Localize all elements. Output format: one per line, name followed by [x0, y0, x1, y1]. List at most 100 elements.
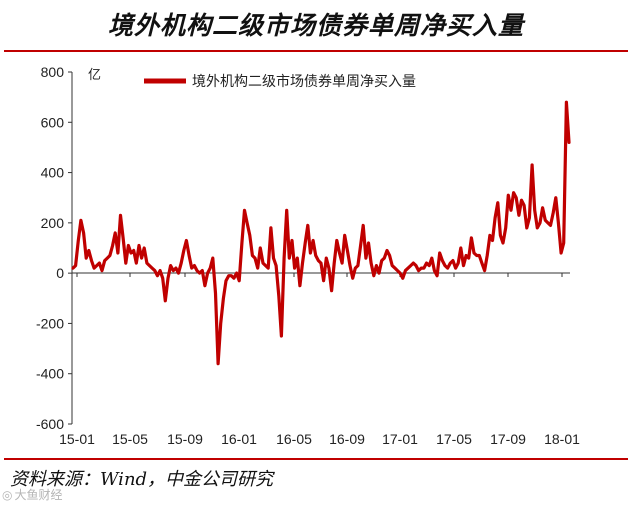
data-point	[129, 251, 133, 255]
data-point	[501, 241, 505, 245]
data-point	[187, 254, 191, 257]
data-point	[259, 246, 262, 250]
data-point	[462, 264, 465, 267]
data-point	[193, 264, 196, 267]
data-point	[121, 236, 125, 240]
data-point	[298, 284, 302, 287]
data-point	[546, 221, 550, 225]
data-point	[116, 251, 120, 255]
data-point	[127, 244, 130, 247]
data-point	[319, 261, 323, 265]
y-tick-label: 800	[41, 64, 65, 80]
data-point	[554, 196, 557, 199]
legend: 境外机构二级市场债券单周净买入量	[144, 73, 416, 90]
data-point	[264, 264, 267, 267]
data-point	[340, 261, 344, 265]
data-point	[124, 261, 128, 265]
data-point	[435, 274, 439, 277]
data-point	[343, 234, 346, 237]
data-point	[504, 226, 507, 230]
data-point	[446, 266, 449, 270]
data-point	[267, 266, 270, 270]
data-point	[71, 266, 75, 270]
data-point	[377, 271, 381, 275]
data-point	[185, 239, 188, 242]
data-point	[140, 256, 143, 260]
data-point	[224, 279, 228, 282]
x-tick-label: 17-01	[382, 431, 418, 447]
data-point	[311, 239, 315, 242]
data-point	[348, 264, 352, 267]
data-point	[398, 271, 402, 275]
data-point	[322, 279, 325, 282]
x-tick-label: 16-05	[276, 431, 312, 447]
data-point	[79, 219, 83, 222]
data-point	[143, 246, 146, 250]
data-point	[459, 246, 462, 250]
data-point	[235, 271, 238, 275]
data-point	[417, 269, 420, 272]
data-point	[338, 251, 341, 255]
legend-label: 境外机构二级市场债券单周净买入量	[192, 73, 416, 90]
data-point	[552, 211, 555, 214]
data-point	[195, 269, 199, 272]
data-point	[346, 249, 349, 252]
data-point	[296, 256, 299, 260]
data-point	[486, 254, 489, 257]
data-point	[166, 277, 170, 280]
data-point	[251, 254, 254, 257]
data-point	[172, 269, 175, 272]
y-unit-label: 亿	[88, 68, 101, 83]
data-point	[412, 261, 415, 265]
data-point	[327, 266, 331, 270]
data-point	[161, 277, 164, 280]
data-point	[180, 261, 183, 265]
data-point	[449, 261, 452, 265]
x-ticks: 15-01 15-05 15-09 16-01 16-05 16-09 17-01 17-05…	[59, 273, 580, 447]
watermark-text: 大鱼财经	[14, 488, 63, 502]
data-point	[472, 251, 476, 255]
data-point	[525, 226, 528, 230]
data-point	[253, 256, 257, 260]
data-point	[309, 251, 312, 255]
y-tick-label: 200	[41, 215, 65, 231]
data-point	[150, 266, 154, 270]
data-point	[216, 362, 220, 365]
data-point	[203, 284, 207, 287]
data-point	[153, 269, 156, 272]
data-point	[475, 254, 478, 257]
data-point	[182, 249, 185, 252]
y-tick-label: 0	[56, 265, 64, 281]
data-point	[206, 271, 209, 275]
data-point	[201, 269, 204, 272]
data-point	[280, 334, 283, 338]
data-point	[528, 216, 531, 219]
data-point	[169, 264, 172, 267]
x-tick-label: 15-05	[112, 431, 148, 447]
data-point	[451, 259, 455, 262]
data-point	[108, 254, 112, 257]
data-point	[507, 194, 510, 197]
data-point	[356, 264, 360, 267]
data-point	[533, 209, 536, 212]
data-point	[304, 241, 307, 245]
data-point	[457, 261, 460, 265]
data-point	[98, 261, 101, 265]
data-point	[406, 266, 410, 270]
data-point	[557, 221, 560, 225]
source-note: 资料来源：Wind，中金公司研究	[10, 469, 274, 490]
data-point	[367, 241, 370, 245]
data-point	[499, 234, 502, 237]
data-point	[433, 269, 436, 272]
data-point	[383, 256, 386, 260]
data-point	[541, 206, 544, 209]
data-point	[491, 239, 494, 242]
data-point	[480, 261, 484, 265]
data-point	[428, 264, 431, 267]
data-point	[293, 266, 296, 270]
y-tick-label: -400	[36, 366, 64, 382]
data-point	[95, 264, 98, 267]
data-point	[385, 249, 389, 252]
y-tick-label: -200	[36, 315, 64, 331]
